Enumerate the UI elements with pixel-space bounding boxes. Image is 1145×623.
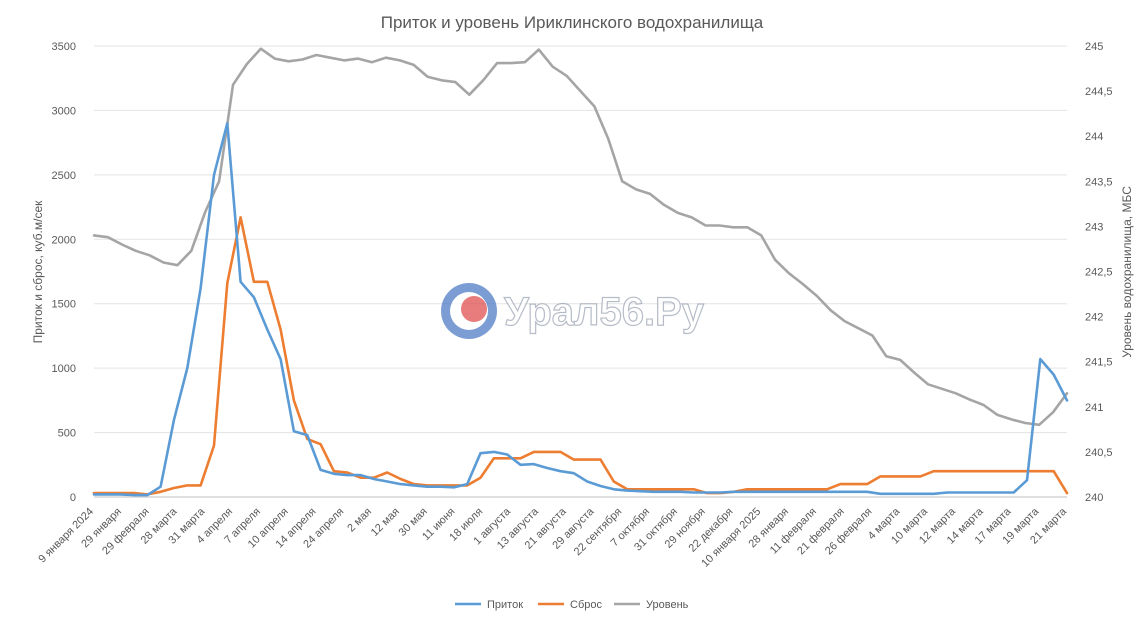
series-line-1 <box>92 122 1069 497</box>
legend-label: Приток <box>487 599 523 611</box>
y-axis-title: Приток и сброс, куб.м/сек <box>31 200 45 344</box>
right-axis: 240 240,5 241 241,5 242 242,5 243 243,5 244 244,5… <box>1085 41 1113 504</box>
x-tick-label: 12 мая <box>369 506 402 539</box>
y-tick-label: 3000 <box>52 105 76 117</box>
watermark-dot-icon <box>461 296 487 322</box>
y2-tick-label: 241,5 <box>1085 357 1113 369</box>
y2-tick-label: 240,5 <box>1085 447 1113 459</box>
left-axis: 0 500 1000 1500 2000 2500 3000 3500 <box>52 41 76 504</box>
series-lines <box>92 47 1069 497</box>
watermark-logo: Урал56.Ру <box>441 283 705 339</box>
chart-title: Приток и уровень Ириклинского водохранил… <box>381 13 764 32</box>
y-tick-label: 0 <box>70 492 76 504</box>
y2-axis-title: Уровень водохранилища, МБС <box>1120 186 1134 358</box>
y2-tick-label: 243 <box>1085 221 1103 233</box>
y-tick-label: 500 <box>58 428 76 440</box>
watermark-text: Урал56.Ру <box>504 290 705 334</box>
y2-tick-label: 243,5 <box>1085 176 1113 188</box>
y2-tick-label: 241 <box>1085 402 1103 414</box>
y2-tick-label: 242 <box>1085 312 1103 324</box>
y2-tick-label: 242,5 <box>1085 267 1113 279</box>
y-tick-label: 2000 <box>52 234 76 246</box>
y-tick-label: 1000 <box>52 363 76 375</box>
y-tick-label: 2500 <box>52 170 76 182</box>
legend-label: Уровень <box>646 599 689 611</box>
series-line-3 <box>92 47 1069 427</box>
legend: Приток Сброс Уровень <box>455 599 689 611</box>
y-tick-label: 1500 <box>52 299 76 311</box>
series-line-2 <box>92 216 1069 496</box>
legend-label: Сброс <box>570 599 602 611</box>
y2-tick-label: 244,5 <box>1085 86 1113 98</box>
y2-tick-label: 240 <box>1085 492 1103 504</box>
y-tick-label: 3500 <box>52 41 76 53</box>
y2-tick-label: 245 <box>1085 41 1103 53</box>
y2-tick-label: 244 <box>1085 131 1103 143</box>
